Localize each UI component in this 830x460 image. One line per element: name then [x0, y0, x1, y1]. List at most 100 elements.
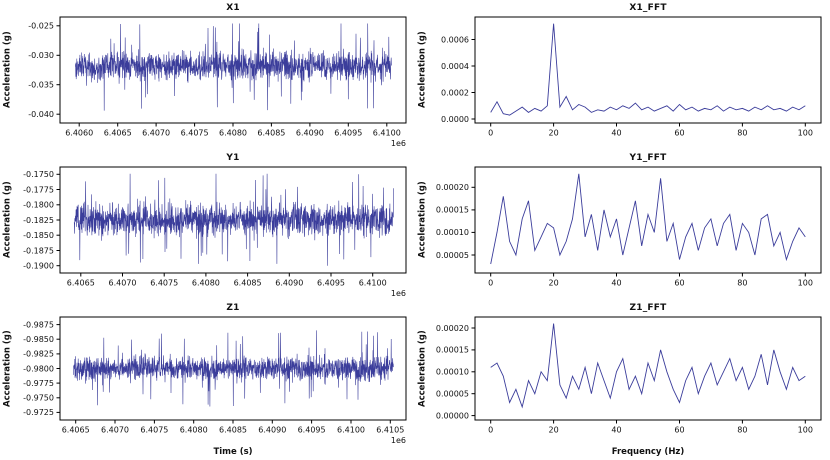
svg-text:-0.9800: -0.9800 — [23, 364, 54, 373]
svg-text:6.4100: 6.4100 — [359, 279, 387, 288]
svg-text:-0.1850: -0.1850 — [23, 231, 54, 240]
svg-text:1e6: 1e6 — [391, 289, 406, 298]
svg-text:6.4090: 6.4090 — [296, 129, 324, 138]
svg-text:0.0002: 0.0002 — [441, 88, 469, 97]
svg-text:-0.9875: -0.9875 — [23, 320, 54, 329]
svg-text:6.4075: 6.4075 — [150, 279, 178, 288]
svg-text:6.4095: 6.4095 — [334, 129, 362, 138]
svg-text:40: 40 — [611, 279, 621, 288]
svg-text:6.4080: 6.4080 — [219, 129, 247, 138]
svg-text:80: 80 — [737, 426, 747, 435]
svg-text:6.4080: 6.4080 — [180, 426, 208, 435]
svg-text:6.4065: 6.4065 — [62, 426, 90, 435]
svg-text:6.4085: 6.4085 — [219, 426, 247, 435]
svg-text:6.4080: 6.4080 — [192, 279, 220, 288]
x1-fft-plot: 0 20 40 60 80 100 0.0000 0.0002 0.0004 0.0006 — [441, 16, 822, 138]
svg-text:0.00010: 0.00010 — [436, 368, 469, 377]
svg-text:1e6: 1e6 — [391, 436, 406, 445]
svg-text:0: 0 — [488, 426, 493, 435]
svg-text:40: 40 — [611, 426, 621, 435]
svg-text:-0.1800: -0.1800 — [23, 201, 54, 210]
svg-text:0.0000: 0.0000 — [441, 115, 469, 124]
svg-text:20: 20 — [549, 279, 559, 288]
panel-x1-fft: X1_FFT Acceleration (g) 0 20 40 60 80 100 0.00… — [415, 0, 830, 150]
svg-text:0: 0 — [488, 129, 493, 138]
svg-text:6.4085: 6.4085 — [257, 129, 285, 138]
svg-text:60: 60 — [674, 279, 684, 288]
svg-text:-0.030: -0.030 — [28, 51, 54, 60]
svg-text:100: 100 — [798, 426, 813, 435]
svg-text:-0.1825: -0.1825 — [23, 216, 54, 225]
svg-text:6.4090: 6.4090 — [258, 426, 286, 435]
svg-text:-0.1775: -0.1775 — [23, 185, 54, 194]
svg-text:-0.9725: -0.9725 — [23, 408, 54, 417]
svg-text:0.00020: 0.00020 — [436, 324, 469, 333]
svg-text:-0.9825: -0.9825 — [23, 350, 54, 359]
chart-title-x1: X1 — [226, 3, 240, 13]
z1-fft-plot: 0 20 40 60 80 100 0.00000 0.00005 0.00010 0.00015… — [436, 316, 822, 435]
svg-text:6.4075: 6.4075 — [181, 129, 209, 138]
svg-text:-0.025: -0.025 — [28, 22, 54, 31]
svg-text:6.4065: 6.4065 — [104, 129, 132, 138]
panel-z1: Z1 Acceleration (g) Time (s) 6.4065 6.407… — [0, 300, 415, 460]
svg-text:6.4070: 6.4070 — [109, 279, 137, 288]
chart-title-y1: Y1 — [226, 153, 240, 163]
panel-y1-fft: Y1_FFT Acceleration (g) 0 20 40 60 80 100 0.00… — [415, 150, 830, 300]
panel-y1: Y1 Acceleration (g) 6.4065 6.4070 6.4075 6.… — [0, 150, 415, 300]
svg-text:-0.9850: -0.9850 — [23, 335, 54, 344]
svg-text:20: 20 — [549, 129, 559, 138]
svg-text:20: 20 — [549, 426, 559, 435]
svg-text:6.4085: 6.4085 — [234, 279, 262, 288]
chart-title-y1-fft: Y1_FFT — [629, 153, 667, 163]
svg-text:-0.9750: -0.9750 — [23, 394, 54, 403]
svg-text:0.00015: 0.00015 — [436, 206, 469, 215]
svg-text:6.4065: 6.4065 — [67, 279, 95, 288]
svg-text:-0.1875: -0.1875 — [23, 246, 54, 255]
svg-text:40: 40 — [611, 129, 621, 138]
panel-x1: X1 Acceleration (g) 6.4060 6.4065 6.4070 6.… — [0, 0, 415, 150]
z1-plot: 6.4065 6.4070 6.4075 6.4080 6.4085 6.4090 6.40… — [23, 316, 407, 445]
svg-text:0.0004: 0.0004 — [441, 62, 469, 71]
svg-text:6.4075: 6.4075 — [140, 426, 168, 435]
svg-text:-0.035: -0.035 — [28, 81, 54, 90]
x-axis-label-z1: Time (s) — [213, 447, 253, 457]
svg-text:60: 60 — [674, 426, 684, 435]
svg-text:6.4095: 6.4095 — [298, 426, 326, 435]
svg-text:100: 100 — [798, 129, 813, 138]
svg-text:-0.040: -0.040 — [28, 110, 54, 119]
y1-plot: 6.4065 6.4070 6.4075 6.4080 6.4085 6.4090 6.40… — [23, 166, 407, 298]
svg-text:6.4095: 6.4095 — [317, 279, 345, 288]
chart-title-z1-fft: Z1_FFT — [629, 303, 667, 313]
svg-text:0.0006: 0.0006 — [441, 35, 469, 44]
svg-text:0.00015: 0.00015 — [436, 346, 469, 355]
svg-text:80: 80 — [737, 129, 747, 138]
svg-text:-0.1900: -0.1900 — [23, 262, 54, 271]
svg-text:1e6: 1e6 — [391, 139, 406, 148]
svg-text:6.4060: 6.4060 — [65, 129, 93, 138]
svg-text:0: 0 — [488, 279, 493, 288]
svg-text:6.4105: 6.4105 — [376, 426, 404, 435]
svg-text:6.4070: 6.4070 — [101, 426, 129, 435]
x1-plot: 6.4060 6.4065 6.4070 6.4075 6.4080 6.4085 6.40… — [28, 16, 407, 148]
svg-text:0.00005: 0.00005 — [436, 251, 469, 260]
y1-fft-plot: 0 20 40 60 80 100 0.00005 0.00010 0.00015 0.00020 — [436, 166, 822, 288]
svg-text:0.00020: 0.00020 — [436, 183, 469, 192]
svg-text:-0.9775: -0.9775 — [23, 379, 54, 388]
svg-text:6.4100: 6.4100 — [337, 426, 365, 435]
panel-z1-fft: Z1_FFT Acceleration (g) Frequency (Hz) 0… — [415, 300, 830, 460]
svg-text:100: 100 — [798, 279, 813, 288]
svg-text:60: 60 — [674, 129, 684, 138]
svg-text:0.00005: 0.00005 — [436, 390, 469, 399]
x-axis-label-z1-fft: Frequency (Hz) — [611, 447, 685, 457]
svg-text:6.4090: 6.4090 — [275, 279, 303, 288]
svg-text:0.00000: 0.00000 — [436, 411, 469, 420]
svg-text:6.4070: 6.4070 — [142, 129, 170, 138]
chart-title-z1: Z1 — [226, 303, 240, 313]
chart-title-x1-fft: X1_FFT — [629, 3, 667, 13]
svg-text:0.00010: 0.00010 — [436, 228, 469, 237]
svg-text:6.4100: 6.4100 — [373, 129, 401, 138]
svg-text:80: 80 — [737, 279, 747, 288]
svg-text:-0.1750: -0.1750 — [23, 170, 54, 179]
